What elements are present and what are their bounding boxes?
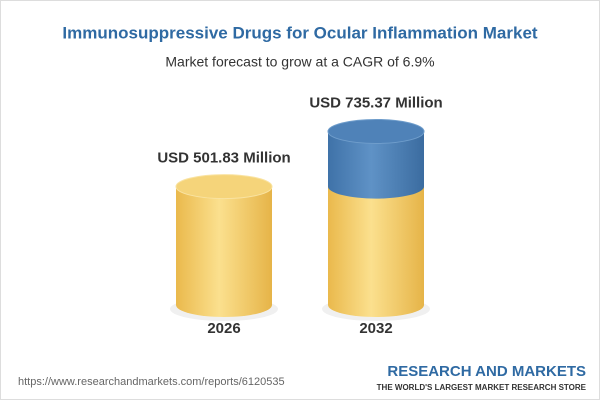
cylinder-top [175, 174, 273, 200]
brand: RESEARCH AND MARKETS [387, 363, 586, 380]
chart-title: Immunosuppressive Drugs for Ocular Infla… [62, 23, 538, 42]
chart-subtitle: Market forecast to grow at a CAGR of 6.9… [165, 54, 434, 70]
growth-segment [328, 131, 424, 199]
source-url: https://www.researchandmarkets.com/repor… [18, 376, 285, 388]
cylinder-top [327, 118, 425, 144]
value-label: USD 735.37 Million [309, 94, 442, 111]
value-label: USD 501.83 Million [157, 150, 290, 167]
tagline: THE WORLD'S LARGEST MARKET RESEARCH STOR… [377, 383, 587, 392]
x-tick-label: 2026 [207, 320, 240, 337]
x-tick-label: 2032 [359, 320, 392, 337]
cylinder [176, 186, 272, 317]
